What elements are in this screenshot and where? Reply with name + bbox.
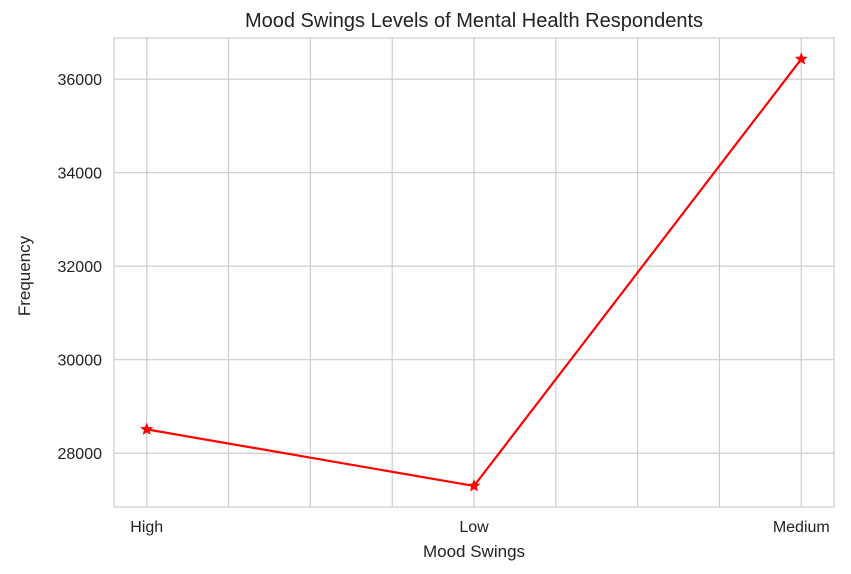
series-layer xyxy=(140,52,808,492)
y-axis-label: Frequency xyxy=(15,235,34,316)
tick-layer: High Low Medium 28000 30000 32000 34000 36000 xyxy=(58,72,830,536)
grid-layer xyxy=(114,38,834,507)
data-point-marker xyxy=(140,422,154,435)
y-tick-label: 28000 xyxy=(58,446,103,463)
x-tick-label: Medium xyxy=(773,519,830,536)
x-tick-label: Low xyxy=(459,519,489,536)
chart-title: Mood Swings Levels of Mental Health Resp… xyxy=(245,10,703,32)
data-point-marker xyxy=(467,479,481,492)
y-tick-label: 30000 xyxy=(58,353,103,370)
x-tick-label: High xyxy=(130,519,163,536)
data-point-marker xyxy=(794,52,808,65)
y-tick-label: 32000 xyxy=(58,259,103,276)
plot-frame xyxy=(113,37,835,508)
x-axis-label: Mood Swings xyxy=(423,542,525,561)
y-tick-label: 34000 xyxy=(58,166,103,183)
y-tick-label: 36000 xyxy=(58,72,103,89)
